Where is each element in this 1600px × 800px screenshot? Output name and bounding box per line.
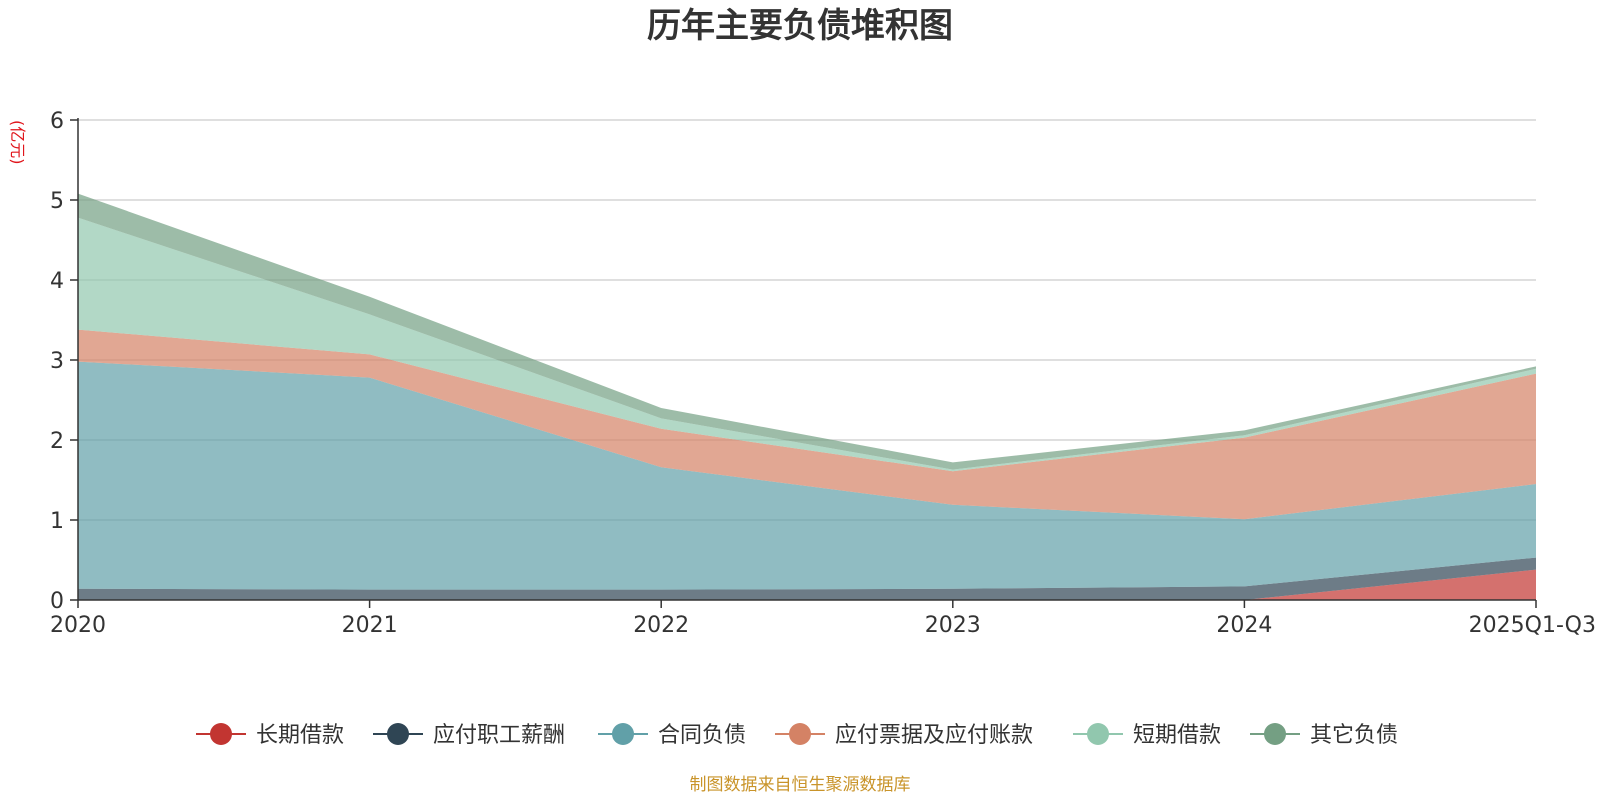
legend-label: 应付票据及应付账款 — [835, 723, 1033, 748]
x-tick-label: 2024 — [1216, 613, 1272, 638]
y-tick-label: 0 — [50, 589, 64, 614]
y-tick-label: 3 — [50, 349, 64, 374]
legend-item[interactable]: 应付职工薪酬 — [373, 723, 565, 748]
legend-item[interactable]: 其它负债 — [1250, 723, 1398, 748]
legend-item[interactable]: 长期借款 — [196, 723, 344, 748]
legend-label: 合同负债 — [658, 723, 746, 748]
legend: 长期借款 应付职工薪酬 合同负债 应付票据及应付账款 短期借款 其它负债 — [196, 723, 1398, 748]
x-tick-label: 2022 — [633, 613, 689, 638]
legend-item[interactable]: 应付票据及应付账款 — [775, 723, 1033, 748]
data-source-note: 制图数据来自恒生聚源数据库 — [690, 775, 911, 795]
legend-marker — [789, 723, 811, 745]
legend-marker — [612, 723, 634, 745]
x-tick-label: 2023 — [925, 613, 981, 638]
legend-marker — [387, 723, 409, 745]
area-1 — [78, 569, 1536, 600]
y-axis-unit: (亿元) — [8, 120, 27, 165]
y-tick-label: 4 — [50, 269, 64, 294]
legend-label: 其它负债 — [1310, 723, 1398, 748]
area-4 — [78, 329, 1536, 520]
area-3 — [78, 361, 1536, 590]
legend-item[interactable]: 合同负债 — [598, 723, 746, 748]
chart-title: 历年主要负债堆积图 — [647, 6, 953, 46]
axes: 0 1 2 3 4 5 6 2020 2021 2022 2023 2024 2025Q1-Q3 — [50, 109, 1596, 638]
area-5 — [78, 217, 1536, 472]
x-tick-label: 2021 — [342, 613, 398, 638]
y-tick-label: 1 — [50, 509, 64, 534]
area-2 — [78, 557, 1536, 600]
legend-marker — [210, 723, 232, 745]
x-tick-label: 2020 — [50, 613, 106, 638]
legend-label: 短期借款 — [1133, 723, 1221, 748]
area-series — [78, 193, 1536, 600]
y-tick-label: 2 — [50, 429, 64, 454]
legend-label: 应付职工薪酬 — [433, 723, 565, 748]
x-tick-label: 2025Q1-Q3 — [1469, 613, 1596, 638]
legend-marker — [1264, 723, 1286, 745]
y-tick-label: 5 — [50, 189, 64, 214]
y-tick-label: 6 — [50, 109, 64, 134]
legend-marker — [1087, 723, 1109, 745]
legend-label: 长期借款 — [256, 723, 344, 748]
legend-item[interactable]: 短期借款 — [1073, 723, 1221, 748]
